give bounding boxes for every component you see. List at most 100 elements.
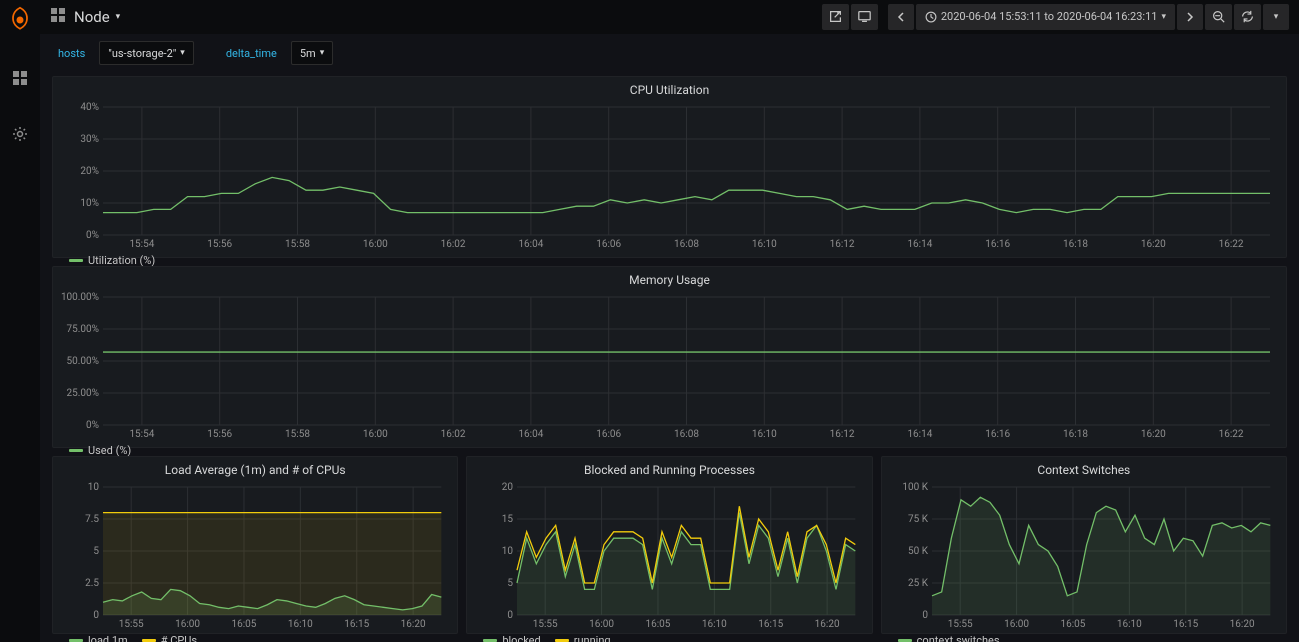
svg-text:16:00: 16:00	[175, 619, 200, 630]
svg-text:16:10: 16:10	[752, 239, 777, 250]
refresh-interval-button[interactable]: ▾	[1263, 4, 1289, 30]
svg-text:15:55: 15:55	[119, 619, 144, 630]
svg-text:16:18: 16:18	[1063, 239, 1088, 250]
svg-text:15: 15	[502, 514, 514, 525]
svg-text:16:05: 16:05	[232, 619, 257, 630]
panel-load-average[interactable]: Load Average (1m) and # of CPUs 02.557.5…	[52, 456, 458, 634]
panel-memory-usage[interactable]: Memory Usage 0%25.00%50.00%75.00%100.00%…	[52, 266, 1287, 448]
svg-text:15:58: 15:58	[285, 429, 310, 440]
svg-text:25 K: 25 K	[908, 578, 929, 589]
svg-text:16:10: 16:10	[1117, 619, 1142, 630]
svg-text:10: 10	[502, 546, 514, 557]
chevron-down-icon: ▾	[116, 12, 121, 22]
svg-text:16:15: 16:15	[759, 619, 784, 630]
tv-mode-button[interactable]	[851, 4, 878, 30]
svg-text:16:22: 16:22	[1219, 429, 1244, 440]
svg-text:16:00: 16:00	[363, 429, 388, 440]
svg-text:0: 0	[93, 610, 99, 621]
svg-text:16:04: 16:04	[518, 239, 543, 250]
panel-processes[interactable]: Blocked and Running Processes 0510152015…	[466, 456, 872, 634]
dashboards-icon[interactable]	[4, 62, 36, 94]
dashboard-title-text: Node	[74, 8, 110, 26]
svg-text:100.00%: 100.00%	[61, 292, 99, 303]
svg-text:16:14: 16:14	[907, 239, 932, 250]
svg-text:75.00%: 75.00%	[67, 324, 99, 335]
panel-title: Context Switches	[890, 461, 1278, 481]
svg-text:16:08: 16:08	[674, 429, 699, 440]
chart-cpu: 0%10%20%30%40%15:5415:5615:5816:0016:021…	[61, 101, 1278, 251]
svg-text:16:20: 16:20	[815, 619, 840, 630]
chart-memory: 0%25.00%50.00%75.00%100.00%15:5415:5615:…	[61, 291, 1278, 441]
chart-ctx: 025 K50 K75 K100 K15:5516:0016:0516:1016…	[890, 481, 1278, 631]
svg-text:16:22: 16:22	[1219, 239, 1244, 250]
legend-item[interactable]: blocked	[483, 634, 540, 642]
legend-item[interactable]: running	[555, 634, 611, 642]
var-hosts-select[interactable]: "us-storage-2" ▾	[99, 41, 194, 65]
svg-text:16:00: 16:00	[363, 239, 388, 250]
svg-text:15:56: 15:56	[207, 429, 232, 440]
svg-text:40%: 40%	[80, 102, 99, 113]
svg-text:16:00: 16:00	[589, 619, 614, 630]
panel-legend: blocked running	[475, 631, 863, 642]
sidebar	[0, 0, 40, 642]
svg-text:16:15: 16:15	[1173, 619, 1198, 630]
zoom-out-button[interactable]	[1205, 4, 1232, 30]
legend-item[interactable]: context switches	[898, 634, 1000, 642]
grafana-logo-icon[interactable]	[6, 6, 34, 34]
clock-icon	[925, 11, 937, 23]
time-back-button[interactable]	[888, 4, 914, 30]
svg-text:16:20: 16:20	[401, 619, 426, 630]
svg-text:10%: 10%	[80, 198, 99, 209]
var-delta-select[interactable]: 5m ▾	[291, 41, 333, 65]
svg-text:50 K: 50 K	[908, 546, 929, 557]
svg-text:15:54: 15:54	[129, 429, 154, 440]
panel-title: CPU Utilization	[61, 81, 1278, 101]
svg-text:15:56: 15:56	[207, 239, 232, 250]
svg-text:2.5: 2.5	[85, 578, 99, 589]
var-hosts-value: "us-storage-2"	[108, 47, 176, 60]
svg-text:16:16: 16:16	[985, 239, 1010, 250]
legend-swatch	[69, 259, 83, 262]
panel-legend: context switches	[890, 631, 1278, 642]
panel-title: Load Average (1m) and # of CPUs	[61, 461, 449, 481]
svg-text:7.5: 7.5	[85, 514, 99, 525]
svg-text:0: 0	[508, 610, 514, 621]
refresh-button[interactable]	[1234, 4, 1261, 30]
svg-text:16:20: 16:20	[1141, 429, 1166, 440]
svg-text:10: 10	[88, 482, 100, 493]
svg-text:25.00%: 25.00%	[67, 388, 99, 399]
legend-label: context switches	[917, 634, 1000, 642]
svg-text:16:10: 16:10	[288, 619, 313, 630]
svg-text:75 K: 75 K	[908, 514, 929, 525]
panel-cpu-utilization[interactable]: CPU Utilization 0%10%20%30%40%15:5415:56…	[52, 76, 1287, 258]
svg-text:30%: 30%	[80, 134, 99, 145]
panel-title: Memory Usage	[61, 271, 1278, 291]
svg-text:16:04: 16:04	[518, 429, 543, 440]
time-range-label: 2020-06-04 15:53:11 to 2020-06-04 16:23:…	[941, 10, 1158, 23]
chevron-down-icon: ▾	[320, 48, 325, 58]
svg-text:16:12: 16:12	[830, 239, 855, 250]
svg-text:16:15: 16:15	[344, 619, 369, 630]
share-button[interactable]	[822, 4, 849, 30]
legend-item[interactable]: load 1m	[69, 634, 128, 642]
dashboard-title[interactable]: Node ▾	[74, 8, 120, 26]
time-picker-button[interactable]: 2020-06-04 15:53:11 to 2020-06-04 16:23:…	[916, 4, 1175, 30]
topnav: Node ▾ 2020-06-04 15:53:11 to 2020-06-04…	[40, 0, 1299, 34]
settings-icon[interactable]	[4, 118, 36, 150]
chart-load: 02.557.51015:5516:0016:0516:1016:1516:20	[61, 481, 449, 631]
var-delta-label: delta_time	[220, 47, 283, 60]
legend-item[interactable]: # CPUs	[142, 634, 197, 642]
dashboard-grid-icon[interactable]	[50, 7, 66, 26]
svg-text:15:54: 15:54	[129, 239, 154, 250]
svg-text:16:06: 16:06	[596, 239, 621, 250]
panel-title: Blocked and Running Processes	[475, 461, 863, 481]
svg-text:16:16: 16:16	[985, 429, 1010, 440]
svg-text:16:10: 16:10	[752, 429, 777, 440]
time-forward-button[interactable]	[1177, 4, 1203, 30]
svg-text:20: 20	[502, 482, 514, 493]
legend-label: blocked	[502, 634, 540, 642]
svg-text:16:06: 16:06	[596, 429, 621, 440]
chart-procs: 0510152015:5516:0016:0516:1016:1516:20	[475, 481, 863, 631]
svg-text:15:55: 15:55	[947, 619, 972, 630]
panel-context-switches[interactable]: Context Switches 025 K50 K75 K100 K15:55…	[881, 456, 1287, 634]
